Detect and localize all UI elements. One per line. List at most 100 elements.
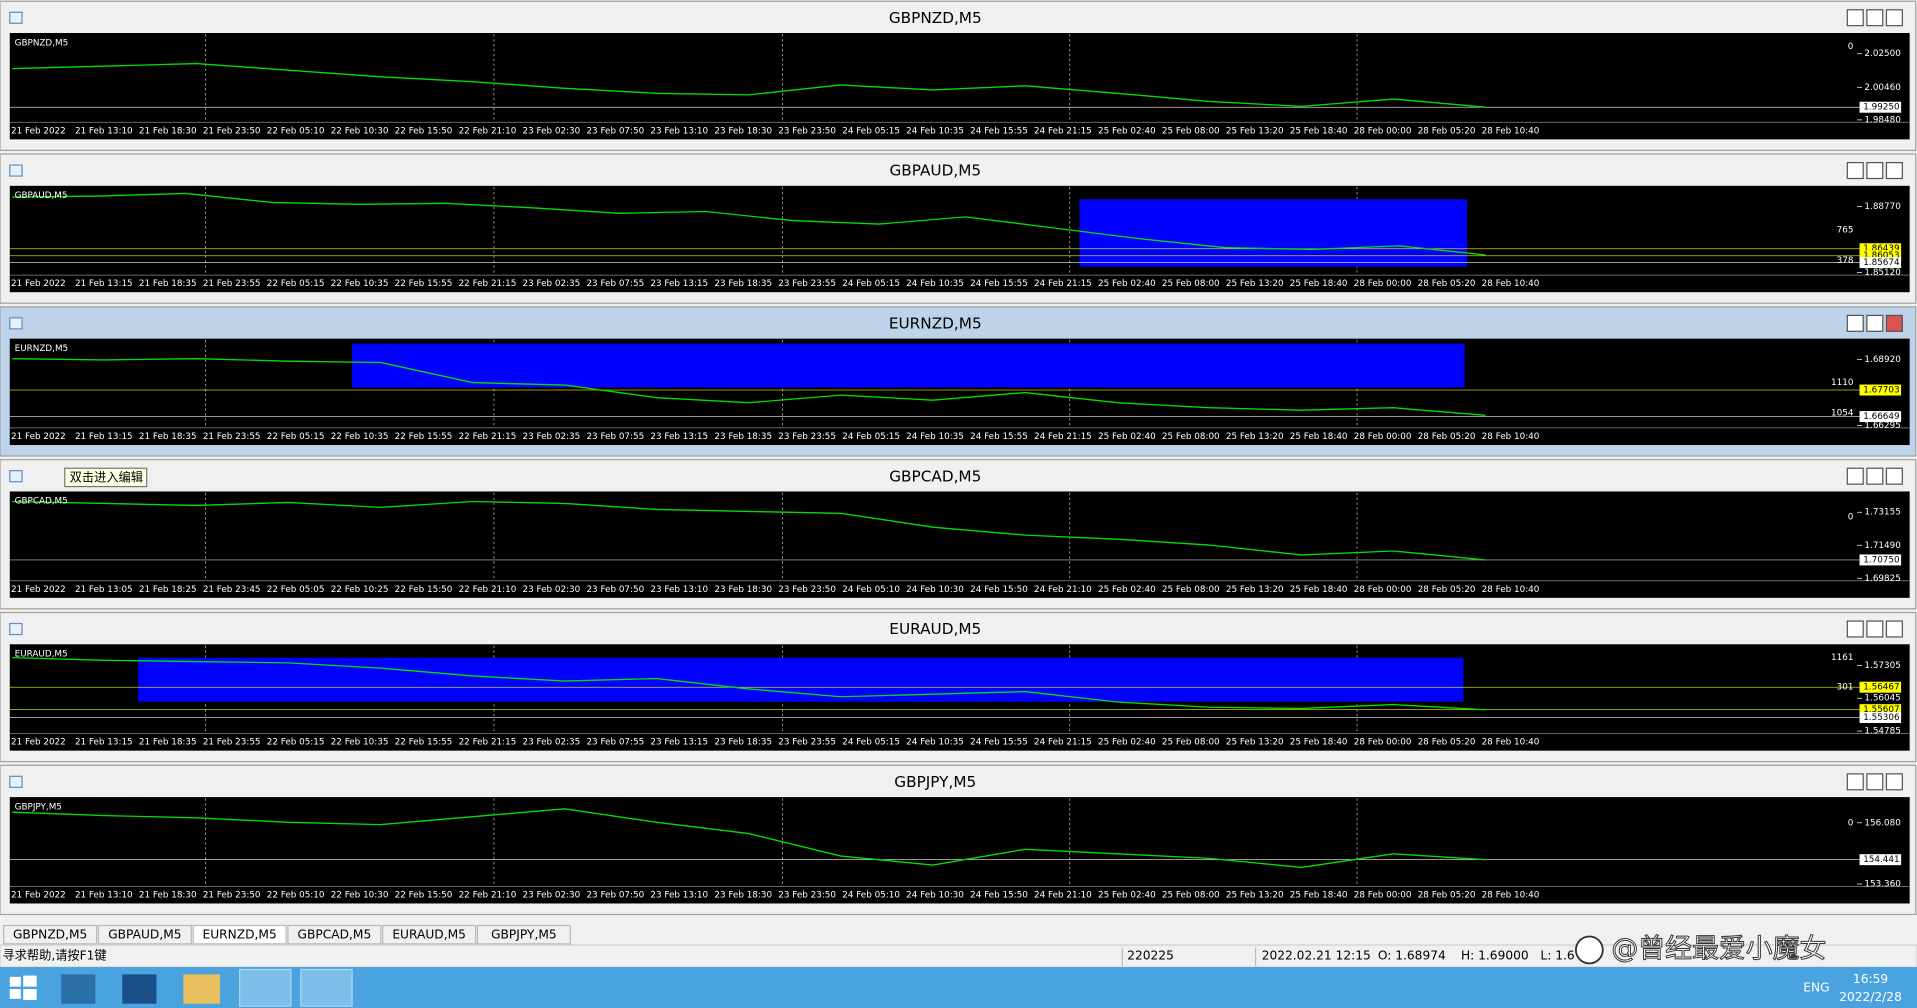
minimize-button[interactable] [1846, 9, 1864, 27]
minimize-button[interactable] [1846, 773, 1864, 791]
x-tick-label: 21 Feb 18:35 [139, 279, 197, 289]
input-language[interactable]: ENG [1803, 980, 1829, 994]
price-tag-label: 1.66649 [1863, 412, 1899, 422]
minimize-button[interactable] [1846, 467, 1864, 485]
x-tick-label: 23 Feb 13:15 [650, 738, 708, 748]
window-icon [9, 164, 23, 177]
x-tick-label: 22 Feb 10:30 [331, 890, 389, 900]
y-tick-label: 1.88770 [1864, 202, 1901, 212]
y-tick-label: 1.56045 [1864, 694, 1900, 704]
tab-label[interactable]: GBPAUD,M5 [108, 928, 181, 942]
tab[interactable] [476, 924, 571, 945]
x-tick-label: 23 Feb 23:50 [778, 585, 836, 595]
x-tick-label: 25 Feb 02:40 [1098, 279, 1156, 289]
app-server-manager[interactable] [61, 974, 96, 1004]
x-tick-label: 28 Feb 10:40 [1482, 126, 1540, 136]
window-icon [9, 622, 23, 636]
x-tick-label: 23 Feb 02:35 [523, 738, 581, 748]
app-powershell[interactable] [122, 974, 157, 1004]
x-tick-label: 24 Feb 10:35 [906, 279, 964, 289]
clock-date[interactable]: 2022/2/28 [1839, 990, 1902, 1004]
x-tick-label: 21 Feb 2022 [11, 738, 66, 748]
tab[interactable] [97, 924, 192, 945]
x-tick-label: 21 Feb 18:30 [139, 890, 197, 900]
x-tick-label: 22 Feb 10:35 [331, 432, 389, 442]
y-tick-label: 1.98480 [1864, 115, 1901, 125]
maximize-button[interactable] [1866, 620, 1884, 638]
x-tick-label: 25 Feb 18:40 [1290, 738, 1348, 748]
minimize-button[interactable] [1846, 314, 1864, 332]
tab[interactable] [382, 924, 477, 945]
x-tick-label: 28 Feb 00:00 [1354, 279, 1412, 289]
window-title: GBPCAD,M5 [889, 467, 981, 485]
maximize-button[interactable] [1866, 314, 1884, 332]
window-title: EURAUD,M5 [889, 620, 981, 638]
app-mt4-1[interactable] [239, 968, 292, 1007]
order-count-label: 378 [1837, 256, 1854, 266]
x-tick-label: 21 Feb 2022 [11, 585, 66, 595]
maximize-button[interactable] [1866, 773, 1884, 791]
price-tag [1859, 681, 1902, 693]
tab-label[interactable]: GBPJPY,M5 [491, 928, 557, 942]
status-open: O: 1.68974 [1378, 949, 1446, 963]
app-explorer[interactable] [183, 974, 221, 1004]
x-tick-label: 21 Feb 18:25 [139, 585, 197, 595]
x-tick-label: 28 Feb 05:20 [1418, 279, 1476, 289]
minimize-button[interactable] [1846, 620, 1864, 638]
x-tick-label: 22 Feb 15:55 [395, 279, 453, 289]
tab-label[interactable]: GBPCAD,M5 [298, 928, 372, 942]
tab[interactable] [192, 924, 287, 945]
x-tick-label: 24 Feb 10:35 [906, 738, 964, 748]
x-tick-label: 24 Feb 10:35 [906, 432, 964, 442]
maximize-button[interactable] [1866, 9, 1884, 27]
drawn-rectangle [1079, 199, 1468, 267]
tab-label[interactable]: EURAUD,M5 [392, 928, 466, 942]
x-tick-label: 23 Feb 18:30 [714, 890, 772, 900]
close-button[interactable] [1885, 620, 1903, 638]
x-tick-label: 21 Feb 23:55 [203, 432, 261, 442]
start-button[interactable] [9, 975, 37, 1001]
maximize-button[interactable] [1866, 161, 1884, 180]
symbol-label: GBPAUD,M5 [15, 191, 68, 201]
close-button[interactable] [1885, 467, 1903, 485]
x-tick-label: 24 Feb 15:55 [970, 279, 1028, 289]
x-tick-label: 25 Feb 02:40 [1098, 126, 1156, 136]
x-tick-label: 24 Feb 21:10 [1034, 890, 1092, 900]
tab[interactable] [287, 924, 382, 945]
minimize-button[interactable] [1846, 161, 1864, 180]
x-tick-label: 28 Feb 05:20 [1418, 738, 1476, 748]
tab-label[interactable]: GBPNZD,M5 [13, 928, 87, 942]
x-tick-label: 23 Feb 02:30 [523, 126, 581, 136]
x-tick-label: 21 Feb 2022 [11, 890, 66, 900]
x-tick-label: 23 Feb 07:55 [586, 432, 644, 442]
close-button[interactable] [1885, 773, 1903, 791]
x-tick-label: 25 Feb 18:40 [1290, 890, 1348, 900]
x-tick-label: 25 Feb 08:00 [1162, 126, 1220, 136]
x-tick-label: 22 Feb 15:50 [395, 126, 453, 136]
x-tick-label: 24 Feb 05:15 [842, 126, 900, 136]
close-button[interactable] [1885, 314, 1903, 332]
maximize-button[interactable] [1866, 467, 1884, 485]
x-tick-label: 28 Feb 00:00 [1354, 432, 1412, 442]
price-line [12, 500, 1486, 561]
app-mt4-2[interactable] [300, 968, 353, 1007]
x-tick-label: 22 Feb 15:50 [395, 585, 453, 595]
close-button[interactable] [1885, 161, 1903, 180]
x-tick-label: 25 Feb 13:20 [1226, 585, 1284, 595]
price-tag [1859, 384, 1902, 396]
x-tick-label: 21 Feb 23:50 [203, 890, 261, 900]
tab-label[interactable]: EURNZD,M5 [202, 928, 276, 942]
x-tick-label: 21 Feb 23:50 [203, 126, 261, 136]
x-tick-label: 25 Feb 13:20 [1226, 738, 1284, 748]
x-tick-label: 25 Feb 08:00 [1162, 585, 1220, 595]
window-title: GBPJPY,M5 [894, 773, 976, 791]
x-tick-label: 21 Feb 13:05 [75, 585, 133, 595]
x-tick-label: 28 Feb 10:40 [1482, 279, 1540, 289]
tooltip-text: 双击进入编辑 [70, 470, 143, 485]
tab[interactable] [3, 924, 98, 945]
close-button[interactable] [1885, 9, 1903, 27]
x-tick-label: 21 Feb 18:35 [139, 738, 197, 748]
clock-time[interactable]: 16:59 [1853, 972, 1888, 986]
drawn-rectangle [138, 657, 1464, 702]
